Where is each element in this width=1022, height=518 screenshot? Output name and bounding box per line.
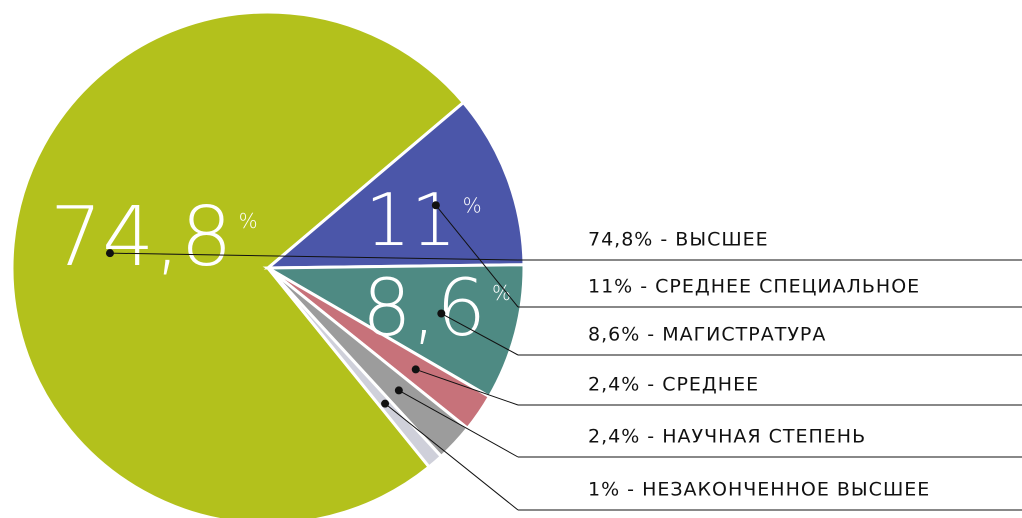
legend-label: 2,4% - СРЕДНЕЕ: [588, 374, 759, 396]
leader-line: [398, 389, 519, 458]
leader-dot: [411, 365, 420, 374]
leader-line: [109, 252, 519, 261]
leader-dot: [437, 309, 446, 318]
pie-slice: [263, 100, 526, 270]
legend-label: 1% - НЕЗАКОНЧЕННОЕ ВЫСШЕЕ: [588, 479, 930, 501]
leader-dot: [105, 249, 114, 258]
pie-slice: [262, 263, 526, 399]
leader-dot: [394, 386, 403, 395]
value-label: 74,8: [50, 190, 233, 285]
value-label-unit: %: [239, 209, 258, 233]
leader-line: [435, 204, 519, 308]
leader-dot: [431, 201, 440, 210]
value-label: 11: [365, 178, 457, 262]
value-label-unit: %: [463, 194, 482, 218]
leader-line: [384, 403, 519, 511]
leader-dot: [381, 399, 390, 408]
pie-slice: [266, 266, 444, 470]
legend-label: 2,4% - НАУЧНАЯ СТЕПЕНЬ: [588, 426, 866, 448]
legend-label: 8,6% - МАГИСТРАТУРА: [588, 324, 826, 346]
pie-slice: [10, 10, 466, 518]
leader-line: [441, 313, 519, 356]
legend-label: 11% - СРЕДНЕЕ СПЕЦИАЛЬНОЕ: [588, 276, 920, 298]
legend-label: 74,8% - ВЫСШЕЕ: [588, 229, 769, 251]
value-label-unit: %: [492, 281, 511, 305]
value-label: 8,6: [362, 264, 486, 354]
leader-line: [415, 368, 519, 406]
